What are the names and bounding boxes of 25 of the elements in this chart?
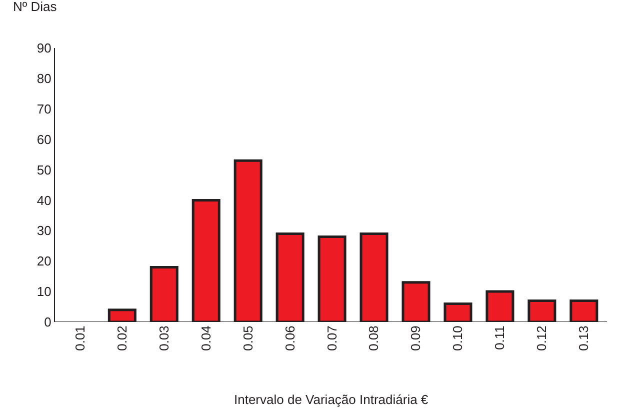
y-tick-label: 30 [36,223,52,238]
y-tick-label: 70 [36,101,52,116]
y-tick-label: 50 [36,162,52,178]
x-tick-label: 0.04 [198,326,214,351]
x-tick-label: 0.06 [282,326,298,351]
x-tick-label: 0.07 [324,326,340,351]
y-axis-title: Nº Dias [13,0,58,14]
x-tick-label: 0.09 [408,326,424,351]
x-tick-label: 0.13 [576,326,592,351]
x-tick-label: 0.11 [492,326,508,350]
y-tick-label: 10 [36,284,52,300]
x-tick-label: 0.05 [240,326,256,351]
y-tick-label: 80 [36,70,52,86]
x-tick-label: 0.02 [114,326,130,351]
x-tick-label: 0.08 [366,326,382,351]
x-axis-title: Intervalo de Variação Intradiária € [234,392,429,407]
x-tick-label: 0.12 [534,326,550,351]
y-tick-label: 0 [44,314,52,330]
y-tick-label: 40 [36,192,52,208]
x-tick-label: 0.10 [450,326,466,351]
y-tick-label: 60 [36,132,52,147]
y-tick-label: 20 [36,254,52,269]
y-tick-label: 90 [36,40,52,56]
x-tick-label: 0.03 [156,326,172,351]
x-tick-label: 0.01 [72,326,88,351]
